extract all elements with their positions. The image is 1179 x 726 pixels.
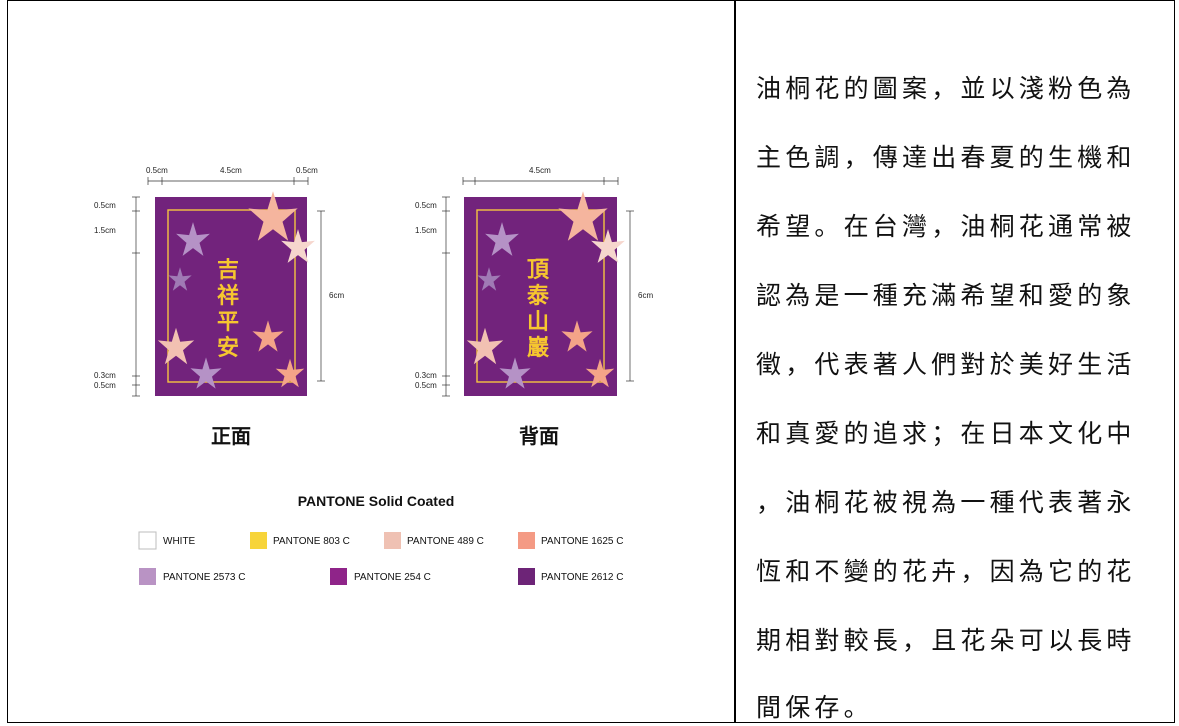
front-dim-top-right: 0.5cm	[296, 166, 318, 175]
swatch-white	[138, 531, 157, 550]
back-top-dims	[462, 177, 619, 185]
swatch-label-2573: PANTONE 2573 C	[163, 572, 245, 583]
description-cell: 油桐花的圖案，並以淺粉色為 主色調，傳達出春夏的生機和 希望。在台灣，油桐花通常…	[736, 1, 1174, 722]
front-dim-top-mid: 4.5cm	[220, 166, 242, 175]
pantone-title: PANTONE Solid Coated	[298, 493, 455, 509]
back-dim-left-d: 0.5cm	[415, 381, 437, 390]
back-char-4: 巖	[527, 335, 550, 361]
back-design: 4.5cm 0.5cm 1.5cm 0.3cm 0.5cm	[415, 166, 653, 448]
description-line: 主色調，傳達出春夏的生機和	[756, 143, 1136, 172]
swatch-label-white: WHITE	[163, 536, 196, 547]
front-char-3: 平	[217, 309, 239, 335]
description-line: 期相對較長，且花朵可以長時	[756, 626, 1136, 655]
back-dim-left-a: 0.5cm	[415, 201, 437, 210]
back-dim-right: 6cm	[638, 291, 653, 300]
description-line: 恆和不變的花卉，因為它的花	[756, 557, 1136, 586]
back-left-dims	[442, 196, 450, 397]
back-dim-top-mid: 4.5cm	[529, 166, 551, 175]
swatch-label-1625: PANTONE 1625 C	[541, 536, 623, 547]
front-design: 0.5cm 4.5cm 0.5cm 0.5cm 1.5cm 0.3cm 0.5c…	[94, 166, 344, 448]
description-line: 認為是一種充滿希望和愛的象	[756, 281, 1136, 310]
back-dim-left-c: 0.3cm	[415, 371, 437, 380]
front-left-dims	[132, 196, 140, 397]
swatch-803	[250, 532, 267, 549]
swatch-2612	[518, 568, 535, 585]
description-line: ，油桐花被視為一種代表著永	[756, 488, 1136, 517]
swatch-label-489: PANTONE 489 C	[407, 536, 484, 547]
front-label: 正面	[211, 424, 251, 448]
back-gold-frame	[476, 209, 605, 383]
swatch-label-803: PANTONE 803 C	[273, 536, 350, 547]
front-dim-left-b: 1.5cm	[94, 226, 116, 235]
swatch-label-2612: PANTONE 2612 C	[541, 572, 623, 583]
back-char-3: 山	[527, 309, 549, 335]
front-dim-left-c: 0.3cm	[94, 371, 116, 380]
document-table: 0.5cm 4.5cm 0.5cm 0.5cm 1.5cm 0.3cm 0.5c…	[7, 0, 1175, 723]
swatch-2573	[139, 568, 156, 585]
pantone-legend: PANTONE Solid Coated WHITE PANTONE 803 C…	[138, 493, 623, 585]
back-right-dim	[626, 210, 634, 382]
description-line: 間保存。	[756, 693, 873, 722]
back-char-1: 頂	[527, 257, 550, 283]
front-char-4: 安	[217, 335, 239, 361]
front-dim-left-d: 0.5cm	[94, 381, 116, 390]
description-line: 油桐花的圖案，並以淺粉色為	[756, 74, 1136, 103]
back-label: 背面	[519, 424, 559, 448]
front-dim-left-a: 0.5cm	[94, 201, 116, 210]
description-line: 徵，代表著人們對於美好生活	[756, 350, 1136, 379]
front-char-2: 祥	[217, 283, 239, 309]
cell-divider	[734, 1, 736, 722]
front-top-dims	[147, 177, 309, 185]
back-char-2: 泰	[526, 283, 550, 309]
front-dim-right: 6cm	[329, 291, 344, 300]
swatch-label-254: PANTONE 254 C	[354, 572, 431, 583]
description-line: 希望。在台灣，油桐花通常被	[756, 212, 1136, 241]
back-dim-left-b: 1.5cm	[415, 226, 437, 235]
swatch-489	[384, 532, 401, 549]
swatch-1625	[518, 532, 535, 549]
front-gold-frame	[167, 209, 296, 383]
front-dim-top-left: 0.5cm	[146, 166, 168, 175]
description-line: 和真愛的追求；在日本文化中	[756, 419, 1136, 448]
front-right-dim	[317, 210, 325, 382]
front-char-1: 吉	[217, 257, 239, 283]
swatch-254	[330, 568, 347, 585]
amulet-design-figure: 0.5cm 4.5cm 0.5cm 0.5cm 1.5cm 0.3cm 0.5c…	[8, 1, 734, 722]
